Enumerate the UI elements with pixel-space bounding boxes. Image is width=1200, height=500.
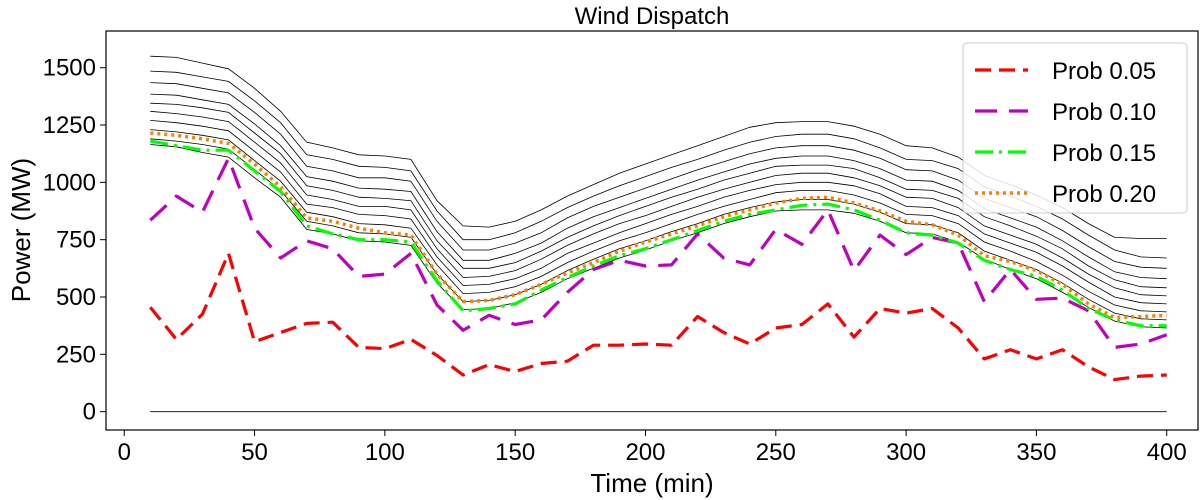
x-tick-label: 100 bbox=[365, 439, 405, 466]
y-tick-label: 250 bbox=[56, 341, 96, 368]
reference-line-3 bbox=[150, 129, 1167, 313]
y-tick-label: 750 bbox=[56, 227, 96, 254]
x-tick-label: 200 bbox=[625, 439, 665, 466]
series-line-1 bbox=[149, 251, 1167, 382]
reference-line-1 bbox=[150, 144, 1167, 329]
chart-title: Wind Dispatch bbox=[575, 3, 730, 30]
legend-label: Prob 0.15 bbox=[1052, 140, 1156, 167]
x-tick-label: 350 bbox=[1016, 439, 1056, 466]
reference-line-2 bbox=[150, 138, 1167, 321]
y-axis-label: Power (MW) bbox=[6, 158, 36, 302]
reference-line-4 bbox=[150, 120, 1167, 305]
x-ticks: 0 50 100 150 200 250 300 350 400 bbox=[118, 430, 1187, 466]
series-line-3 bbox=[150, 139, 1167, 328]
y-tick-label: 1000 bbox=[43, 169, 96, 196]
x-tick-label: 250 bbox=[756, 439, 796, 466]
y-tick-label: 500 bbox=[56, 284, 96, 311]
series-line-2 bbox=[149, 156, 1168, 349]
legend-label: Prob 0.10 bbox=[1052, 99, 1156, 126]
legend-box bbox=[962, 42, 1188, 214]
x-tick-label: 150 bbox=[495, 439, 535, 466]
reference-line-5 bbox=[150, 110, 1167, 297]
y-tick-label: 1250 bbox=[43, 112, 96, 139]
x-tick-label: 400 bbox=[1147, 439, 1187, 466]
x-tick-label: 0 bbox=[118, 439, 131, 466]
legend: Prob 0.05 Prob 0.10 Prob 0.15 Prob 0.20 bbox=[962, 42, 1188, 214]
x-tick-label: 300 bbox=[886, 439, 926, 466]
y-ticks: 0 250 500 750 1000 1250 1500 bbox=[43, 55, 106, 426]
y-tick-label: 1500 bbox=[43, 55, 96, 82]
legend-label: Prob 0.20 bbox=[1052, 181, 1156, 208]
legend-label: Prob 0.05 bbox=[1052, 58, 1156, 85]
reference-line-6 bbox=[150, 102, 1167, 289]
series-lines bbox=[149, 131, 1168, 382]
plot-frame bbox=[105, 30, 1199, 431]
x-tick-label: 50 bbox=[241, 439, 268, 466]
x-axis-label: Time (min) bbox=[590, 468, 713, 498]
y-tick-label: 0 bbox=[83, 399, 96, 426]
